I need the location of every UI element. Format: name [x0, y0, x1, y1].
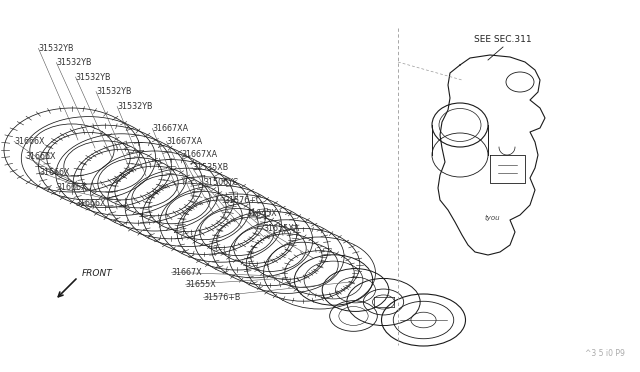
Text: 31667XA: 31667XA: [181, 150, 217, 159]
Text: 31532YB: 31532YB: [96, 87, 131, 96]
Text: 31666X: 31666X: [40, 168, 70, 177]
Text: 31666X: 31666X: [76, 199, 106, 208]
Text: FRONT: FRONT: [82, 269, 113, 278]
Text: 31576+B: 31576+B: [204, 293, 241, 302]
Text: tyou: tyou: [484, 215, 500, 221]
Text: 31667X: 31667X: [172, 268, 202, 277]
Text: 31535XB: 31535XB: [192, 163, 228, 172]
Text: 31532YB: 31532YB: [56, 58, 92, 67]
Text: 31667XA: 31667XA: [152, 124, 188, 133]
Text: 31655XA: 31655XA: [264, 224, 300, 233]
Text: 31532YB: 31532YB: [117, 102, 152, 111]
Text: 31666X: 31666X: [26, 153, 56, 161]
Text: SEE SEC.311: SEE SEC.311: [474, 35, 532, 44]
Text: 31532YB: 31532YB: [38, 44, 74, 53]
Text: 31645X: 31645X: [246, 209, 277, 218]
Text: 31666X: 31666X: [56, 183, 87, 192]
Text: 31666X: 31666X: [14, 137, 45, 146]
Text: 31655X: 31655X: [186, 280, 216, 289]
Text: 31532YB: 31532YB: [76, 73, 111, 81]
Text: 31576+C: 31576+C: [224, 196, 262, 205]
Text: ^3 5 i0 P9: ^3 5 i0 P9: [585, 349, 625, 358]
Text: 31667XA: 31667XA: [166, 137, 202, 146]
Text: 31506YC: 31506YC: [204, 178, 239, 187]
